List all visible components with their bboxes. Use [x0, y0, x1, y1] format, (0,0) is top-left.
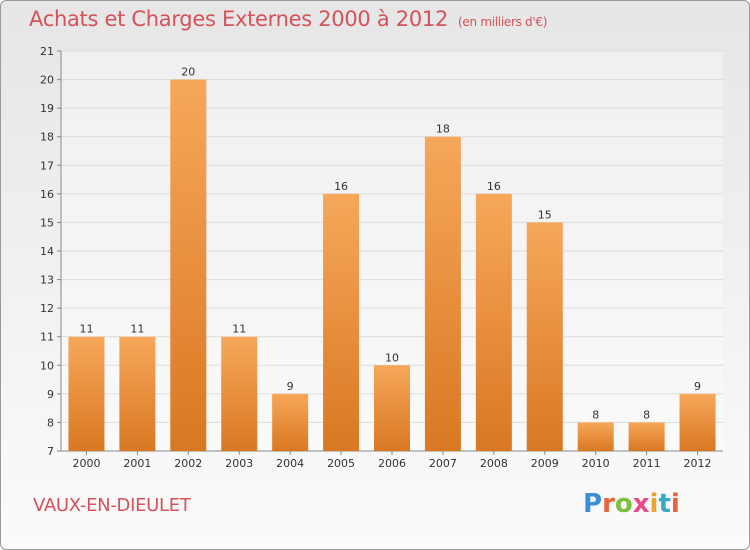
y-tick-label: 9 — [47, 388, 54, 401]
logo-letter: x — [632, 489, 650, 519]
logo-letter: r — [602, 489, 615, 519]
bar-value-label: 8 — [643, 408, 650, 421]
logo-letter: i — [670, 489, 680, 519]
bar — [119, 336, 156, 451]
y-tick-label: 12 — [40, 302, 54, 315]
x-tick-label: 2002 — [174, 457, 202, 470]
x-tick-label: 2012 — [684, 457, 712, 470]
bar-value-label: 20 — [181, 66, 195, 79]
y-tick-label: 15 — [40, 216, 54, 229]
commune-label: VAUX-EN-DIEULET — [33, 495, 191, 516]
logo-letter: o — [614, 489, 633, 519]
bar — [679, 393, 716, 451]
logo-letter: P — [583, 489, 603, 519]
bar — [628, 422, 665, 451]
bar — [272, 393, 309, 451]
bar-value-label: 8 — [592, 408, 599, 421]
bar — [374, 365, 410, 451]
x-tick-label: 2004 — [276, 457, 304, 470]
y-tick-label: 17 — [40, 159, 54, 172]
bar — [323, 193, 360, 451]
y-tick-label: 7 — [47, 445, 54, 458]
bar-value-label: 16 — [487, 180, 501, 193]
y-tick-label: 21 — [40, 45, 54, 58]
x-tick-label: 2010 — [582, 457, 610, 470]
x-tick-label: 2003 — [225, 457, 253, 470]
bar-value-label: 9 — [694, 380, 701, 393]
bar — [424, 136, 461, 451]
bar-value-label: 15 — [538, 208, 552, 221]
y-tick-label: 13 — [40, 274, 54, 287]
x-tick-label: 2007 — [429, 457, 457, 470]
bar — [475, 193, 512, 451]
y-tick-label: 20 — [40, 74, 54, 87]
bar-value-label: 11 — [79, 323, 93, 336]
y-tick-label: 14 — [40, 245, 54, 258]
x-tick-label: 2008 — [480, 457, 508, 470]
x-tick-label: 2000 — [72, 457, 100, 470]
y-tick-label: 16 — [40, 188, 54, 201]
bar-value-label: 11 — [130, 323, 144, 336]
bar — [221, 336, 258, 451]
logo-letter: i — [649, 489, 659, 519]
x-tick-label: 2001 — [123, 457, 151, 470]
y-tick-label: 18 — [40, 131, 54, 144]
bar-value-label: 16 — [334, 180, 348, 193]
bar-value-label: 11 — [232, 323, 246, 336]
bar — [577, 422, 614, 451]
y-tick-label: 8 — [47, 416, 54, 429]
x-tick-label: 2009 — [531, 457, 559, 470]
x-tick-label: 2005 — [327, 457, 355, 470]
y-tick-label: 10 — [40, 359, 54, 372]
x-tick-label: 2006 — [378, 457, 406, 470]
bar — [526, 222, 563, 451]
bar-value-label: 10 — [385, 351, 399, 364]
bar — [170, 79, 207, 452]
logo-letter: t — [658, 489, 671, 519]
bar-value-label: 18 — [436, 123, 450, 136]
chart-title: Achats et Charges Externes 2000 à 2012 (e… — [29, 7, 547, 31]
x-tick-label: 2011 — [633, 457, 661, 470]
proxiti-logo: Proxiti — [583, 489, 680, 519]
bar-value-label: 9 — [287, 380, 294, 393]
chart-unit: (en milliers d'€) — [458, 15, 548, 29]
chart-title-text: Achats et Charges Externes 2000 à 2012 — [29, 7, 449, 31]
bar — [68, 336, 105, 451]
y-tick-label: 19 — [40, 102, 54, 115]
y-tick-label: 11 — [40, 331, 54, 344]
